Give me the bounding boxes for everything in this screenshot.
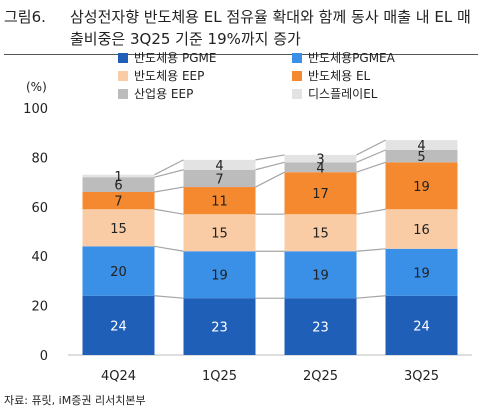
bar-segment bbox=[82, 191, 155, 210]
bar-segment bbox=[385, 162, 458, 210]
series-connector-line bbox=[356, 149, 386, 163]
legend-label: 디스플레이EL bbox=[308, 87, 378, 101]
legend-swatch bbox=[118, 71, 128, 81]
legend-swatch bbox=[292, 71, 302, 81]
data-label: 1 bbox=[114, 170, 122, 185]
y-tick-label: 20 bbox=[31, 300, 48, 315]
bar-segment bbox=[385, 295, 458, 355]
data-label: 17 bbox=[312, 187, 329, 202]
bar-segment bbox=[183, 159, 256, 170]
data-label: 4 bbox=[316, 161, 324, 176]
series-connector-line bbox=[356, 208, 386, 215]
series-connector-line bbox=[154, 245, 184, 252]
series-connector-line bbox=[255, 154, 285, 161]
data-label: 11 bbox=[211, 195, 228, 210]
legend-label: 산업용 EEP bbox=[134, 87, 193, 101]
series-connector-line bbox=[154, 295, 184, 299]
figure-label: 그림6. bbox=[4, 8, 46, 26]
data-label: 7 bbox=[114, 195, 122, 210]
source-note: 자료: 퓨릿, iM증권 리서치본부 bbox=[4, 394, 146, 407]
y-tick-label: 0 bbox=[40, 349, 48, 364]
legend-label: 반도체용 PGME bbox=[134, 51, 216, 65]
legend-swatch bbox=[118, 53, 128, 63]
bar-segment bbox=[183, 169, 256, 188]
data-label: 4 bbox=[417, 139, 425, 154]
y-tick-label: 40 bbox=[31, 250, 48, 265]
bar-segment bbox=[284, 214, 357, 252]
series-connector-line bbox=[255, 161, 285, 171]
legend-label: 반도체용PGMEA bbox=[308, 51, 396, 65]
data-label: 23 bbox=[211, 321, 228, 336]
bar-segment bbox=[82, 174, 155, 178]
data-label: 24 bbox=[413, 319, 430, 334]
data-label: 15 bbox=[110, 222, 127, 237]
bar-segment bbox=[284, 162, 357, 173]
data-label: 24 bbox=[110, 319, 127, 334]
bar-segment bbox=[284, 172, 357, 215]
data-label: 15 bbox=[211, 227, 228, 242]
legend-label: 반도체용 EEP bbox=[134, 69, 204, 83]
bar-segment bbox=[385, 149, 458, 163]
bar-segment bbox=[183, 187, 256, 215]
data-label: 19 bbox=[413, 266, 430, 281]
series-connector-line bbox=[154, 169, 184, 178]
legend-swatch bbox=[118, 89, 128, 99]
bar-segment bbox=[82, 246, 155, 296]
x-tick-label: 1Q25 bbox=[202, 369, 237, 384]
bar-segment bbox=[284, 298, 357, 355]
data-label: 20 bbox=[110, 265, 127, 280]
figure-title: 삼성전자향 반도체용 EL 점유율 확대와 함께 동사 매출 내 EL 매출비중… bbox=[70, 8, 471, 48]
bar-segment bbox=[183, 251, 256, 299]
data-label: 6 bbox=[114, 179, 122, 194]
series-connector-line bbox=[154, 159, 184, 176]
data-label: 19 bbox=[211, 269, 228, 284]
data-label: 16 bbox=[413, 223, 430, 238]
data-label: 19 bbox=[413, 180, 430, 195]
bar-segment bbox=[385, 248, 458, 296]
legend-label: 반도체용 EL bbox=[308, 69, 371, 83]
legend-swatch bbox=[292, 89, 302, 99]
bar-segment bbox=[284, 154, 357, 163]
x-tick-label: 2Q25 bbox=[303, 369, 338, 384]
series-connector-line bbox=[154, 186, 184, 193]
y-tick-label: 100 bbox=[23, 102, 48, 117]
title-rule bbox=[4, 54, 478, 55]
data-label: 19 bbox=[312, 269, 329, 284]
y-axis-label: (%) bbox=[26, 80, 47, 94]
series-connector-line bbox=[356, 139, 386, 156]
data-label: 15 bbox=[312, 227, 329, 242]
legend-swatch bbox=[292, 53, 302, 63]
y-tick-label: 60 bbox=[31, 201, 48, 216]
bar-segment bbox=[284, 251, 357, 299]
data-label: 23 bbox=[312, 321, 329, 336]
y-tick-label: 80 bbox=[31, 151, 48, 166]
x-tick-label: 3Q25 bbox=[404, 369, 439, 384]
bar-segment bbox=[385, 209, 458, 249]
x-tick-label: 4Q24 bbox=[101, 369, 136, 384]
bar-segment bbox=[183, 298, 256, 355]
bar-segment bbox=[82, 209, 155, 247]
data-label: 4 bbox=[215, 159, 223, 174]
data-label: 5 bbox=[417, 150, 425, 165]
series-connector-line bbox=[356, 295, 386, 299]
bar-segment bbox=[183, 214, 256, 252]
series-connector-line bbox=[154, 208, 184, 215]
data-label: 7 bbox=[215, 172, 223, 187]
series-connector-line bbox=[255, 171, 285, 188]
series-connector-line bbox=[356, 248, 386, 252]
bar-segment bbox=[82, 177, 155, 192]
bar-segment bbox=[82, 295, 155, 355]
data-label: 3 bbox=[316, 153, 324, 168]
series-connector-line bbox=[356, 161, 386, 173]
bar-segment bbox=[385, 140, 458, 150]
